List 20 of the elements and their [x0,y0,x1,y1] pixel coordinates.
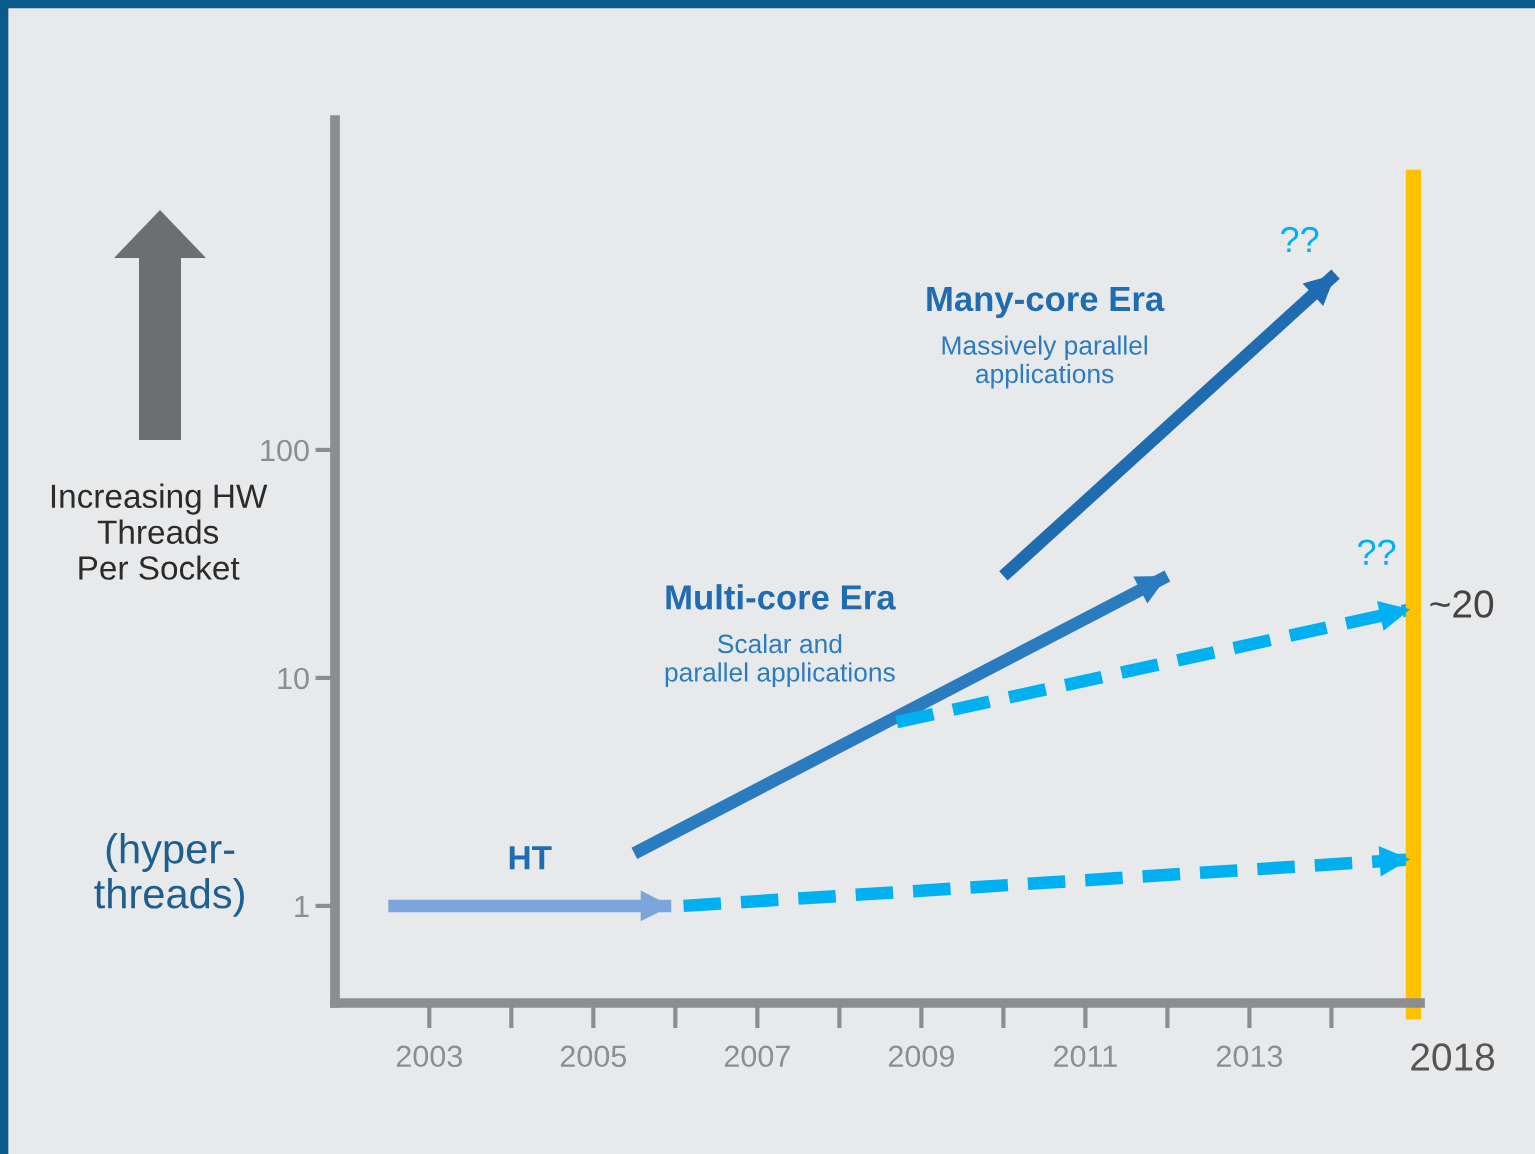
text: (hyper- threads) [94,833,244,917]
x-tick-label: 2013 [1216,1045,1283,1068]
annotation: Many-core Era [927,286,1165,319]
annotation: ?? [1280,226,1319,253]
y-tick-label: 1 [295,895,309,917]
annotation: Massively parallel applications [942,335,1147,389]
text: 2018 [1411,1043,1495,1071]
annotation: ?? [1358,539,1396,565]
series-label: HT [509,846,552,870]
x-tick-label: 2011 [1054,1045,1117,1068]
y-tick-label: 10 [278,667,309,690]
y-axis-title: Increasing HW Threads Per Socket [51,483,268,580]
annotation: Scalar and parallel applications [665,633,895,687]
x-tick-label: 2007 [724,1045,790,1068]
x-tick-label: 2005 [560,1045,627,1068]
annotation: Multi-core Era [666,584,896,610]
x-tick-label: 2009 [888,1045,954,1068]
x-tick-label: 2003 [396,1045,462,1068]
y-tick-label: 100 [261,439,309,462]
text: ~20 [1430,590,1494,618]
